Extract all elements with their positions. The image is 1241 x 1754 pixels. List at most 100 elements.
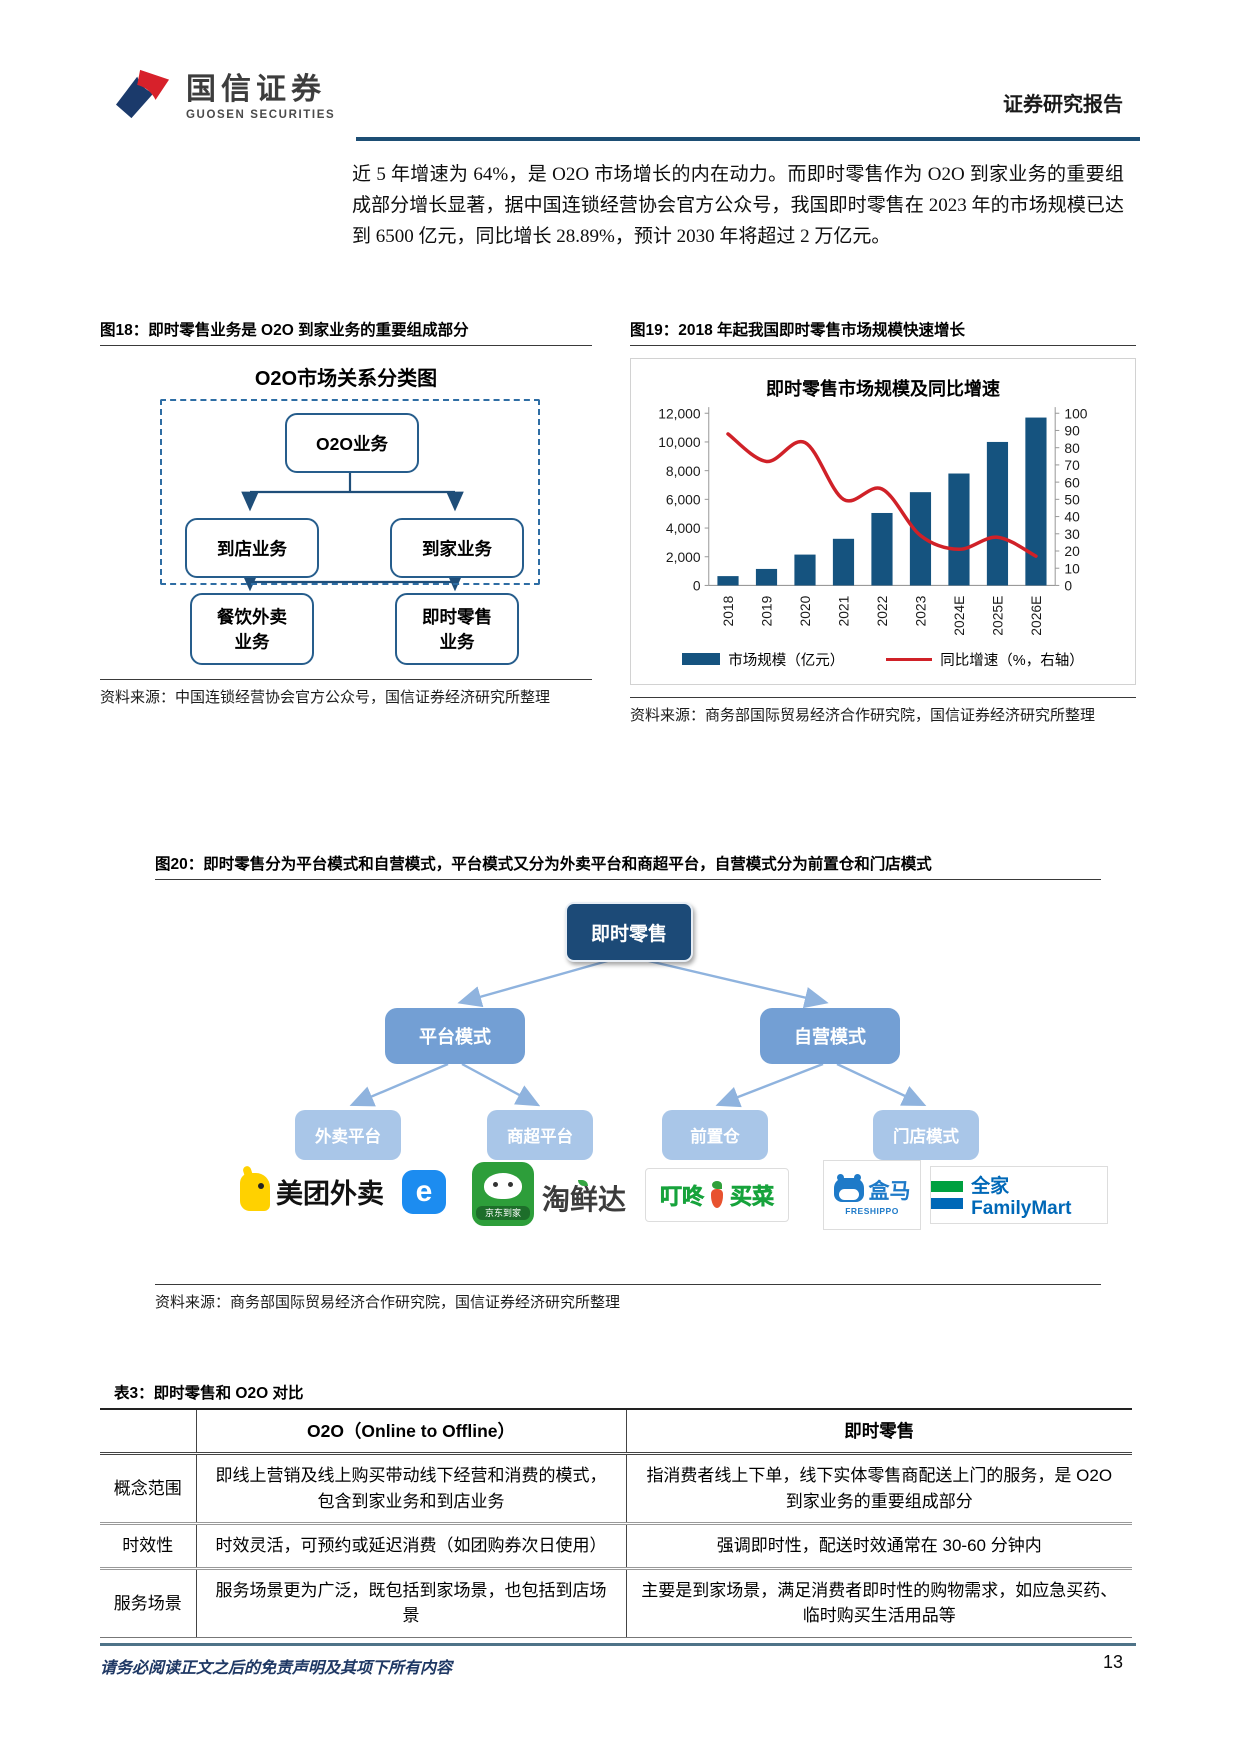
svg-text:2019: 2019 <box>759 595 775 626</box>
brand-name-en: GUOSEN SECURITIES <box>186 108 336 121</box>
svg-text:2,000: 2,000 <box>666 549 701 565</box>
page-number: 13 <box>1102 1652 1123 1672</box>
figure18-source: 资料来源：中国连锁经营协会官方公众号，国信证券经济研究所整理 <box>100 679 592 709</box>
node-in-store-business: 到店业务 <box>185 518 319 578</box>
svg-text:60: 60 <box>1064 474 1080 490</box>
svg-text:40: 40 <box>1064 509 1080 525</box>
guosen-logo-icon <box>112 68 174 127</box>
svg-text:2024E: 2024E <box>951 596 967 636</box>
figure19-source: 资料来源：商务部国际贸易经济合作研究院，国信证券经济研究所整理 <box>630 696 1136 727</box>
cell-instant: 指消费者线上下单，线下实体零售商配送上门的服务，是 O2O 到家业务的重要组成部… <box>625 1453 1132 1526</box>
figure18-connector-arrows <box>241 469 464 592</box>
report-type-label: 证券研究报告 <box>1003 94 1123 116</box>
tree-node-platform-mode: 平台模式 <box>385 1008 525 1064</box>
cell-o2o: 即线上营销及线上购买带动线下经营和消费的模式，包含到家业务和到店业务 <box>195 1453 626 1526</box>
figure20-source: 资料来源：商务部国际贸易经济合作研究院，国信证券经济研究所整理 <box>155 1284 1101 1314</box>
chart-title: 即时零售市场规模及同比增速 <box>766 379 1000 399</box>
node-o2o-business: O2O业务 <box>285 413 419 473</box>
svg-text:2021: 2021 <box>836 595 852 626</box>
tree-node-store-mode: 门店模式 <box>873 1110 979 1160</box>
svg-text:0: 0 <box>1064 578 1072 594</box>
table-header-row: O2O（Online to Offline） 即时零售 <box>100 1408 1132 1456</box>
jd-dog-icon <box>484 1173 522 1199</box>
meituan-kangaroo-icon <box>240 1172 270 1211</box>
leaf-icon <box>578 1180 588 1186</box>
legend-item-yoy-growth: 同比增速（%，右轴） <box>886 649 1084 670</box>
figure18-diagram-title: O2O市场关系分类图 <box>254 368 438 390</box>
header-o2o: O2O（Online to Offline） <box>195 1408 626 1456</box>
logo-familymart: 全家 FamilyMart <box>930 1166 1108 1224</box>
node-food-delivery-business: 餐饮外卖业务 <box>190 593 314 665</box>
carrot-icon <box>709 1181 725 1208</box>
bar-line-chart: 0 2,000 4,000 6,000 8,000 10,000 12,000 0 10 20 30… <box>637 403 1129 647</box>
figure20-caption: 图20：即时零售分为平台模式和自营模式，平台模式又分为外卖平台和商超平台，自营模… <box>155 852 1101 880</box>
figure20-tree-diagram: 即时零售 平台模式 自营模式 外卖平台 商超平台 前置仓 门店模式 美团外卖 e <box>140 890 1108 1265</box>
svg-text:100: 100 <box>1064 405 1087 421</box>
figure19-caption: 图19：2018 年起我国即时零售市场规模快速增长 <box>630 318 1136 346</box>
tree-node-supermarket-platform: 商超平台 <box>487 1110 593 1160</box>
eleme-e-icon: e <box>415 1175 433 1208</box>
table3-caption: 表3：即时零售和 O2O 对比 <box>114 1385 304 1402</box>
brand-name-cn: 国信证券 <box>186 73 326 107</box>
header-instant-retail: 即时零售 <box>625 1408 1132 1456</box>
svg-text:0: 0 <box>693 578 701 594</box>
svg-text:2026E: 2026E <box>1028 596 1044 636</box>
svg-text:2018: 2018 <box>720 595 736 626</box>
cell-o2o: 时效灵活，可预约或延迟消费（如团购券次日使用） <box>195 1523 626 1570</box>
svg-text:2020: 2020 <box>797 595 813 626</box>
svg-text:2023: 2023 <box>913 595 929 626</box>
svg-text:6,000: 6,000 <box>666 491 701 507</box>
table3: O2O（Online to Offline） 即时零售 概念范围 即线上营销及线… <box>100 1408 1132 1638</box>
tree-node-front-warehouse: 前置仓 <box>662 1110 768 1160</box>
figure20-connector-arrows <box>349 956 927 1108</box>
logo-dingdong-maicai: 叮咚 买菜 <box>645 1168 789 1222</box>
logo-eleme: e <box>402 1170 446 1214</box>
svg-text:10,000: 10,000 <box>658 434 701 450</box>
table-row: 服务场景 服务场景更为广泛，既包括到家场景，也包括到店场景 主要是到家场景，满足… <box>100 1568 1132 1638</box>
header-empty <box>100 1408 196 1456</box>
logo-hema-freshippo: 盒马 FRESHIPPO <box>823 1160 921 1230</box>
row-label: 时效性 <box>100 1523 196 1570</box>
tree-node-self-operated-mode: 自营模式 <box>760 1008 900 1064</box>
svg-text:2022: 2022 <box>874 596 890 627</box>
header-rule <box>356 137 1140 141</box>
svg-text:80: 80 <box>1064 440 1080 456</box>
footer-disclaimer: 请务必阅读正文之后的免责声明及其项下所有内容 <box>100 1660 453 1677</box>
node-instant-retail-business: 即时零售业务 <box>395 593 519 665</box>
familymart-stripes-icon <box>931 1181 964 1209</box>
svg-text:70: 70 <box>1064 457 1080 473</box>
line-swatch-icon <box>886 657 933 662</box>
cell-o2o: 服务场景更为广泛，既包括到家场景，也包括到店场景 <box>195 1568 626 1638</box>
figure18-dashed-boundary <box>160 399 540 585</box>
logo-jd-daojia: 京东到家 <box>472 1162 534 1226</box>
svg-text:8,000: 8,000 <box>666 463 701 479</box>
table-row: 时效性 时效灵活，可预约或延迟消费（如团购券次日使用） 强调即时性，配送时效通常… <box>100 1523 1132 1570</box>
footer-rule <box>100 1643 1136 1646</box>
figure19-chart-panel: 即时零售市场规模及同比增速 0 2,000 4,000 6,000 8,000 10,00… <box>630 358 1136 685</box>
figure18-block: 图18：即时零售业务是 O2O 到家业务的重要组成部分 O2O市场关系分类图 <box>100 318 592 709</box>
bar-swatch-icon <box>682 653 721 666</box>
row-label: 服务场景 <box>100 1568 196 1638</box>
logo-meituan-waimai: 美团外卖 <box>240 1172 384 1211</box>
svg-text:90: 90 <box>1064 423 1080 439</box>
figure18-caption: 图18：即时零售业务是 O2O 到家业务的重要组成部分 <box>100 318 592 346</box>
hema-hippo-icon <box>833 1173 864 1202</box>
tree-node-instant-retail: 即时零售 <box>565 902 693 962</box>
table-row: 概念范围 即线上营销及线上购买带动线下经营和消费的模式，包含到家业务和到店业务 … <box>100 1453 1132 1526</box>
svg-text:10: 10 <box>1064 560 1080 576</box>
legend-item-market-size: 市场规模（亿元） <box>682 649 844 670</box>
svg-text:50: 50 <box>1064 491 1080 507</box>
figure18-diagram: O2O业务 到店业务 到家业务 餐饮外卖业务 即时零售业务 <box>100 397 590 665</box>
svg-text:30: 30 <box>1064 526 1080 542</box>
svg-text:20: 20 <box>1064 543 1080 559</box>
cell-instant: 强调即时性，配送时效通常在 30-60 分钟内 <box>625 1523 1132 1570</box>
tree-node-waimai-platform: 外卖平台 <box>295 1110 401 1160</box>
guosen-logo: 国信证券 GUOSEN SECURITIES <box>112 68 335 127</box>
svg-text:2025E: 2025E <box>990 596 1006 636</box>
row-label: 概念范围 <box>100 1453 196 1526</box>
logo-taoxianda: 淘鲜达 <box>542 1178 626 1218</box>
cell-instant: 主要是到家场景，满足消费者即时性的购物需求，如应急买药、临时购买生活用品等 <box>625 1568 1132 1638</box>
chart-legend: 市场规模（亿元） 同比增速（%，右轴） <box>637 649 1129 670</box>
figure19-block: 图19：2018 年起我国即时零售市场规模快速增长 即时零售市场规模及同比增速 … <box>630 318 1136 727</box>
